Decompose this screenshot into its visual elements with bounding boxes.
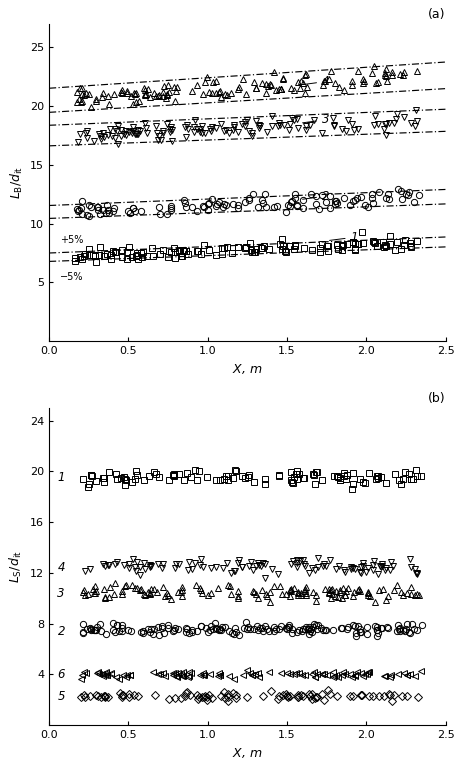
Text: +5%: +5% bbox=[60, 235, 84, 245]
Text: (b): (b) bbox=[428, 392, 446, 406]
Text: 3: 3 bbox=[57, 587, 65, 600]
Text: 5: 5 bbox=[57, 690, 65, 703]
Text: 3: 3 bbox=[302, 113, 330, 126]
Text: (a): (a) bbox=[428, 8, 446, 22]
X-axis label: $X$, m: $X$, m bbox=[232, 362, 263, 376]
Text: 2: 2 bbox=[57, 625, 65, 637]
Text: 2: 2 bbox=[302, 190, 330, 203]
X-axis label: $X$, m: $X$, m bbox=[232, 746, 263, 760]
Text: 6: 6 bbox=[57, 668, 65, 681]
Y-axis label: $L_{\mathrm{S}}/d_{\mathrm{it}}$: $L_{\mathrm{S}}/d_{\mathrm{it}}$ bbox=[8, 550, 25, 583]
Text: 4: 4 bbox=[302, 75, 330, 88]
Text: 4: 4 bbox=[57, 561, 65, 574]
Y-axis label: $L_{\mathrm{B}}/d_{\mathrm{it}}$: $L_{\mathrm{B}}/d_{\mathrm{it}}$ bbox=[8, 166, 25, 199]
Text: −5%: −5% bbox=[60, 272, 84, 282]
Text: 1: 1 bbox=[330, 230, 358, 243]
Text: 1: 1 bbox=[57, 472, 65, 484]
